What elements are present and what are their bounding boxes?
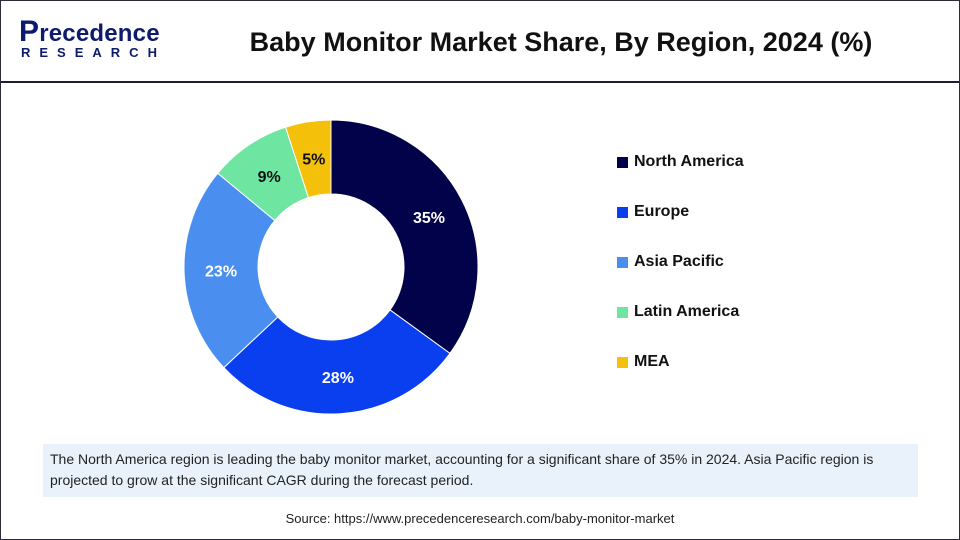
legend-item-north-america: North America	[617, 152, 817, 172]
legend-swatch	[617, 206, 628, 218]
legend-swatch	[617, 256, 628, 268]
logo-word-rest: recedence	[39, 20, 160, 47]
legend-label: Asia Pacific	[634, 253, 724, 270]
source-citation: Source: https://www.precedenceresearch.c…	[285, 511, 675, 526]
legend-swatch	[617, 156, 628, 168]
legend-item-latin-america: Latin America	[617, 302, 817, 322]
logo-cap-letter: P	[19, 15, 40, 48]
slice-value-label-mea: 5%	[302, 151, 325, 168]
legend-swatch	[617, 306, 628, 318]
donut-slice-asia-pacific	[183, 172, 279, 369]
legend-label: Europe	[634, 203, 690, 220]
legend-item-asia-pacific: Asia Pacific	[617, 252, 817, 272]
legend-item-europe: Europe	[617, 202, 817, 222]
header: Precedence RESEARCH Baby Monitor Market …	[1, 1, 959, 83]
donut-slice-mea	[284, 119, 332, 199]
donut-slice-europe	[223, 309, 451, 415]
legend-item-mea: MEA	[617, 352, 817, 372]
logo-wordmark: Precedence	[19, 15, 160, 49]
legend-label: MEA	[634, 353, 670, 370]
legend-label: North America	[634, 153, 744, 170]
slice-value-label-north-america: 35%	[413, 210, 445, 227]
precedence-research-logo: Precedence RESEARCH	[19, 15, 169, 63]
slice-value-label-latin-america: 9%	[258, 169, 281, 186]
donut-slice-north-america	[330, 119, 479, 355]
logo-subword: RESEARCH	[21, 45, 166, 60]
summary-note: The North America region is leading the …	[43, 444, 918, 497]
legend-swatch	[617, 356, 628, 368]
donut-chart: 35% 28% 23% 9% 5%	[183, 119, 479, 415]
chart-title: Baby Monitor Market Share, By Region, 20…	[249, 27, 873, 57]
slice-value-label-europe: 28%	[322, 370, 354, 387]
slice-value-label-asia-pacific: 23%	[205, 263, 237, 280]
legend-label: Latin America	[634, 303, 740, 320]
